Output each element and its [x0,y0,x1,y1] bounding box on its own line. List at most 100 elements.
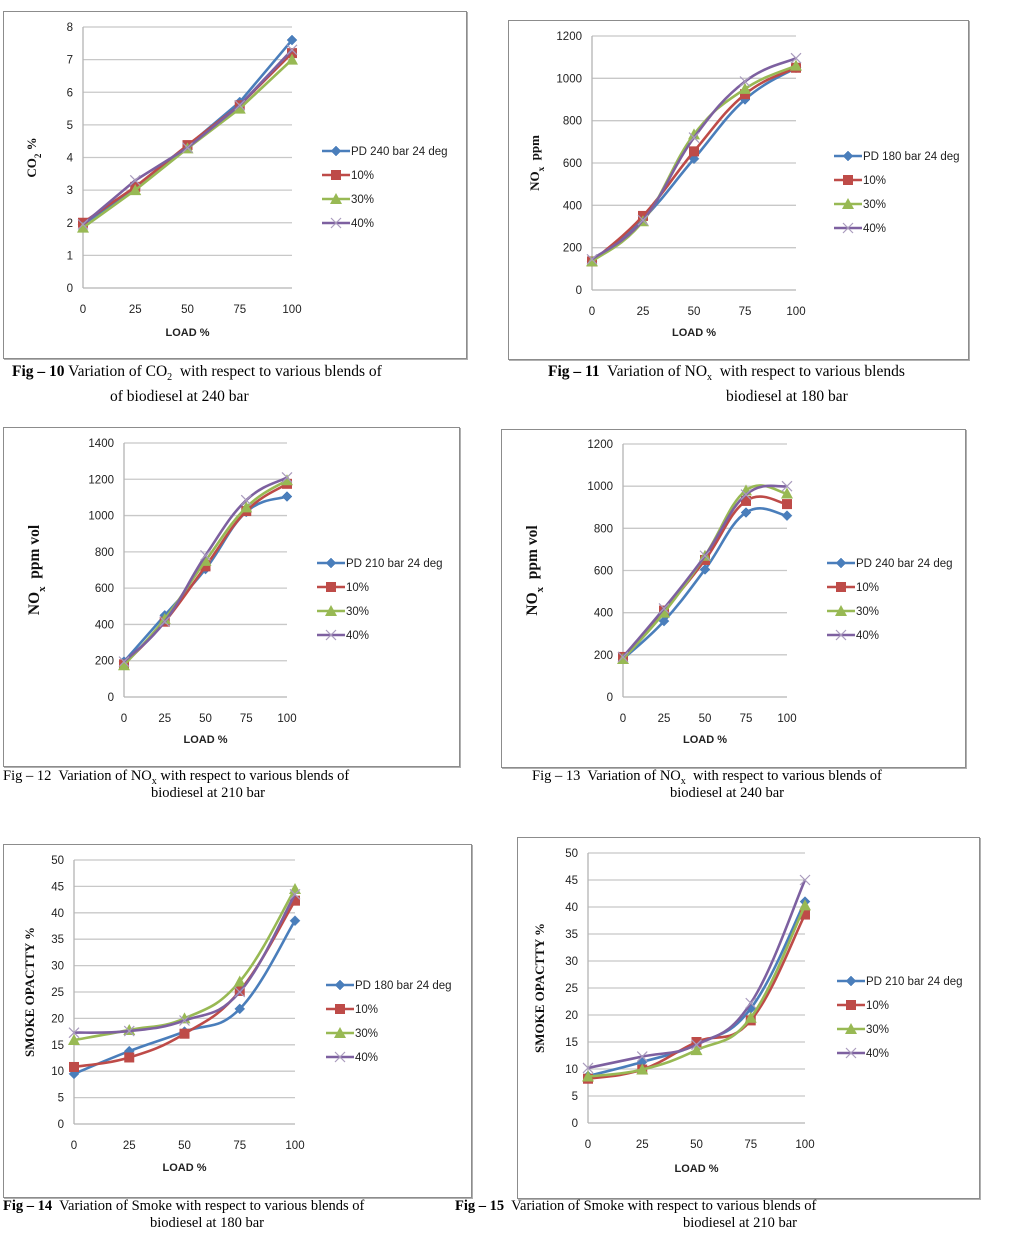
data-point [688,132,700,144]
y-tick-label: 8 [67,22,73,34]
legend: PD 180 bar 24 deg 10% 30% 40% [326,979,452,1064]
caption-text: Variation of CO [68,363,168,380]
legend-marker [325,629,337,641]
chart-frame-fig12: 0 200 400 600 800 1000 1200 1400 0 25 50 75 100 LOAD … [3,427,460,767]
y-axis-label: NOx ppm [527,135,546,191]
y-tick-label: 1400 [88,438,114,450]
caption-text: Variation of Smoke with respect to vario… [59,1198,365,1214]
data-point [281,491,293,502]
data-point [179,1015,190,1026]
data-point [240,501,253,513]
legend-item: 40% [322,217,374,230]
legend-item: 30% [837,1023,889,1036]
y-tick-label: 200 [594,650,613,662]
data-point [289,883,301,895]
data-point [77,218,89,230]
legend-label: 30% [866,1024,889,1036]
y-tick-label: 10 [565,1064,578,1076]
series-line [622,507,788,661]
y-tick-label: 1200 [556,31,582,43]
y-tick-label: 5 [58,1093,64,1105]
legend-marker [334,1051,346,1063]
caption-text-rest: with respect to various blends of [156,768,350,784]
series-40- [77,44,298,230]
legend-label: 40% [351,218,374,230]
legend-label: PD 180 bar 24 deg [863,151,960,163]
caption-line2: biodiesel at 240 bar [670,785,784,801]
data-point [699,550,711,562]
data-point [159,616,171,628]
legend-item: 40% [834,222,886,235]
x-tick-label: 25 [637,306,650,318]
data-point [741,495,751,506]
x-tick-label: 75 [739,306,752,318]
caption-fig10: Fig – 10 Variation of CO2 with respect t… [12,362,472,405]
data-point [234,1003,246,1015]
y-tick-label: 0 [67,283,73,295]
legend-item: 10% [317,582,369,594]
legend-item: PD 180 bar 24 deg [834,150,960,163]
data-point [790,52,802,64]
data-point [691,1039,702,1051]
caption-text: Variation of Smoke with respect to vario… [511,1198,817,1214]
caption-line2: biodiesel at 210 bar [151,785,265,801]
y-tick-label: 30 [565,956,578,968]
y-tick-label: 200 [563,243,582,255]
x-axis-ticks: 0 25 50 75 100 [589,306,806,318]
x-tick-label: 100 [277,713,296,725]
caption-line2: biodiesel at 180 bar [726,388,848,406]
x-axis-label: LOAD % [672,327,716,339]
data-point [740,89,750,100]
line-chart-fig10: 0 1 2 3 4 5 6 7 8 0 25 50 75 100 LOAD % CO2 % PD 240 bar… [24,22,448,339]
legend-marker [835,557,847,569]
line-chart-fig14: 0 5 10 15 20 25 30 35 40 45 50 0 25 50 75 100 LOAD % SMOK… [22,855,452,1174]
x-tick-label: 0 [620,713,626,725]
legend-item: 40% [326,1051,378,1064]
series-line [73,893,297,1034]
caption-fig-label: Fig – 13 [532,768,581,784]
line-chart-fig12: 0 200 400 600 800 1000 1200 1400 0 25 50 75 100 LOAD … [26,438,443,746]
legend-item: 40% [827,629,879,642]
legend-item: 30% [834,198,886,211]
data-point [77,221,89,233]
legend-marker [835,605,847,616]
data-point [118,656,130,668]
data-point [69,1061,79,1072]
series-30- [118,474,293,671]
caption-subscript: 2 [167,372,173,384]
caption-text: Variation of NO [607,363,708,380]
data-point [800,909,810,920]
data-point [289,888,301,900]
y-tick-label: 15 [565,1037,578,1049]
x-tick-label: 0 [121,713,127,725]
caption-fig15: Fig – 15 Variation of Smoke with respect… [455,1197,925,1231]
line-chart-fig13: 0 200 400 600 800 1000 1200 0 25 50 75 100 LOAD % NOx… [524,439,953,746]
y-tick-label: 800 [594,523,613,535]
y-tick-label: 45 [51,881,64,893]
x-tick-label: 75 [233,1140,246,1152]
legend-marker [335,1004,345,1014]
legend-label: 10% [856,582,879,594]
legend-marker [330,217,342,229]
series-40- [118,472,293,668]
y-axis-label: CO2 % [24,137,43,177]
legend-label: PD 210 bar 24 deg [346,558,443,570]
series-pd-210-bar-24-deg [118,491,293,667]
y-axis-label: NOx ppm vol [524,525,546,616]
y-tick-label: 0 [607,692,613,704]
legend-marker [842,198,854,209]
y-tick-label: 35 [51,934,64,946]
legend-label: 10% [863,175,886,187]
x-tick-label: 100 [795,1139,814,1151]
gridlines [124,442,287,662]
data-point [233,975,246,987]
y-tick-label: 0 [576,285,582,297]
y-tick-label: 45 [565,875,578,887]
legend-item: PD 210 bar 24 deg [837,975,963,988]
legend-item: 40% [317,629,369,642]
y-tick-label: 800 [563,116,582,128]
x-tick-label: 25 [129,304,142,316]
data-point [739,82,751,94]
legend-item: 10% [834,175,886,187]
series-30- [582,899,811,1082]
